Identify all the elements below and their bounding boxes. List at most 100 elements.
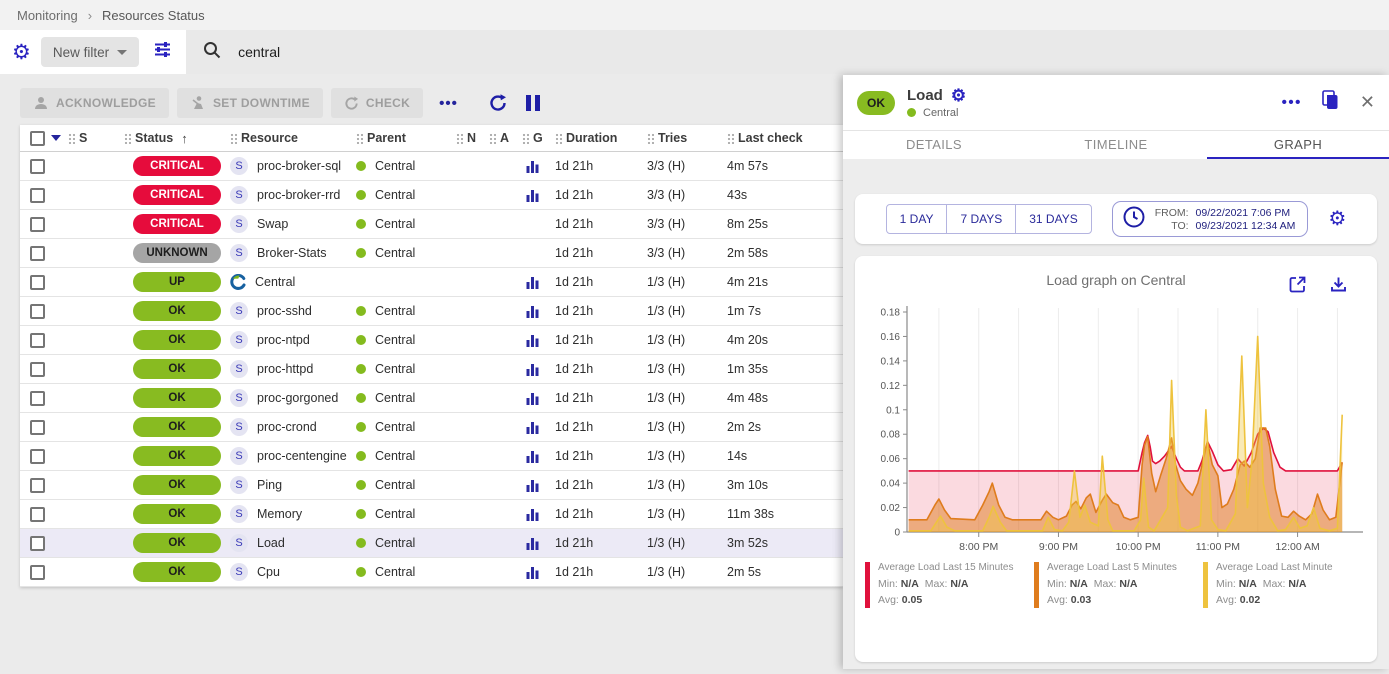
table-row[interactable]: OK S Cpu Central 1d 21h 1/3 (H) 2m 5s (20, 558, 843, 587)
parent-cell[interactable]: Central (356, 536, 456, 550)
parent-cell[interactable]: Central (356, 333, 456, 347)
graph-cell[interactable] (522, 334, 555, 347)
column-header-status[interactable]: Status ↑ (124, 131, 230, 146)
graph-bars-icon[interactable] (526, 363, 539, 376)
drag-handle-icon[interactable] (489, 132, 496, 144)
open-in-new-icon[interactable] (1289, 276, 1306, 293)
tab-graph[interactable]: GRAPH (1207, 131, 1389, 159)
drag-handle-icon[interactable] (727, 132, 734, 144)
row-checkbox[interactable] (30, 332, 45, 348)
graph-bars-icon[interactable] (526, 305, 539, 318)
load-chart[interactable]: 0 0.02 0.04 0.06 0.08 0.1 0.12 0.14 0.16 0.18 8:00… (859, 300, 1369, 558)
row-checkbox[interactable] (30, 361, 45, 377)
row-checkbox[interactable] (30, 390, 45, 406)
parent-cell[interactable]: Central (356, 391, 456, 405)
filter-settings-gear-icon[interactable]: ⚙ (12, 40, 31, 64)
column-header-n[interactable]: N (456, 131, 489, 145)
table-row[interactable]: UNKNOWN S Broker-Stats Central 1d 21h 3/3 (H)… (20, 239, 843, 268)
time-range-button-31-days[interactable]: 31 DAYS (1015, 204, 1092, 234)
status-badge[interactable]: OK (133, 359, 221, 379)
row-checkbox[interactable] (30, 477, 45, 493)
status-badge[interactable]: OK (133, 330, 221, 350)
more-actions-button[interactable]: ••• (431, 95, 466, 112)
status-badge[interactable]: UNKNOWN (133, 243, 221, 263)
legend-item[interactable]: Average Load Last Minute Min: N/A Max: N/… (1203, 560, 1363, 608)
column-header-tries[interactable]: Tries (647, 131, 727, 145)
status-badge[interactable]: OK (133, 533, 221, 553)
row-checkbox[interactable] (30, 158, 45, 174)
row-checkbox[interactable] (30, 303, 45, 319)
filter-tune-icon[interactable] (153, 40, 172, 64)
status-badge[interactable]: UP (133, 272, 221, 292)
graph-cell[interactable] (522, 189, 555, 202)
status-badge[interactable]: OK (133, 475, 221, 495)
parent-cell[interactable]: Central (356, 449, 456, 463)
table-row[interactable]: UP Central 1d 21h 1/3 (H) 4m 21s (20, 268, 843, 297)
set-downtime-button[interactable]: SET DOWNTIME (176, 88, 323, 118)
parent-cell[interactable]: Central (356, 159, 456, 173)
acknowledge-button[interactable]: ACKNOWLEDGE (20, 88, 169, 118)
graph-cell[interactable] (522, 160, 555, 173)
row-checkbox[interactable] (30, 535, 45, 551)
drag-handle-icon[interactable] (356, 132, 363, 144)
graph-cell[interactable] (522, 479, 555, 492)
custom-time-range[interactable]: FROM: 09/22/2021 7:06 PM TO: 09/23/2021 … (1111, 201, 1309, 237)
drag-handle-icon[interactable] (647, 132, 654, 144)
status-badge[interactable]: CRITICAL (133, 214, 221, 234)
parent-cell[interactable]: Central (356, 246, 456, 260)
column-header-s[interactable]: S (68, 131, 124, 145)
search-input[interactable] (238, 44, 839, 60)
status-badge[interactable]: OK (133, 446, 221, 466)
status-badge[interactable]: OK (133, 562, 221, 582)
graph-bars-icon[interactable] (526, 276, 539, 289)
graph-cell[interactable] (522, 508, 555, 521)
search-field[interactable] (186, 30, 1389, 74)
row-checkbox[interactable] (30, 274, 45, 290)
graph-cell[interactable] (522, 450, 555, 463)
legend-item[interactable]: Average Load Last 15 Minutes Min: N/A Max… (865, 560, 1025, 608)
parent-cell[interactable]: Central (356, 217, 456, 231)
row-checkbox[interactable] (30, 245, 45, 261)
resource-cell[interactable]: S Memory (230, 505, 356, 523)
select-all-checkbox[interactable] (30, 130, 45, 146)
parent-cell[interactable]: Central (356, 478, 456, 492)
check-button[interactable]: CHECK (330, 88, 424, 118)
graph-settings-gear-icon[interactable]: ⚙ (1328, 208, 1347, 230)
panel-more-button[interactable]: ••• (1281, 94, 1302, 111)
copy-link-icon[interactable] (1322, 90, 1340, 115)
resource-cell[interactable]: S Ping (230, 476, 356, 494)
refresh-button[interactable] (488, 93, 508, 113)
table-row[interactable]: OK S Ping Central 1d 21h 1/3 (H) 3m 10s (20, 471, 843, 500)
row-checkbox[interactable] (30, 564, 45, 580)
drag-handle-icon[interactable] (124, 132, 131, 144)
graph-bars-icon[interactable] (526, 189, 539, 202)
drag-handle-icon[interactable] (522, 132, 529, 144)
graph-bars-icon[interactable] (526, 450, 539, 463)
pause-button[interactable] (525, 95, 540, 111)
graph-cell[interactable] (522, 305, 555, 318)
time-range-button-7-days[interactable]: 7 DAYS (946, 204, 1017, 234)
graph-cell[interactable] (522, 421, 555, 434)
table-row[interactable]: OK S Memory Central 1d 21h 1/3 (H) 11m 38s (20, 500, 843, 529)
graph-bars-icon[interactable] (526, 566, 539, 579)
close-panel-icon[interactable]: ✕ (1359, 92, 1375, 112)
table-row[interactable]: CRITICAL S Swap Central 1d 21h 3/3 (H) 8m 25s (20, 210, 843, 239)
table-row[interactable]: OK S Load Central 1d 21h 1/3 (H) 3m 52s (20, 529, 843, 558)
resource-cell[interactable]: S Broker-Stats (230, 244, 356, 262)
column-header-a[interactable]: A (489, 131, 522, 145)
row-checkbox[interactable] (30, 419, 45, 435)
graph-bars-icon[interactable] (526, 392, 539, 405)
